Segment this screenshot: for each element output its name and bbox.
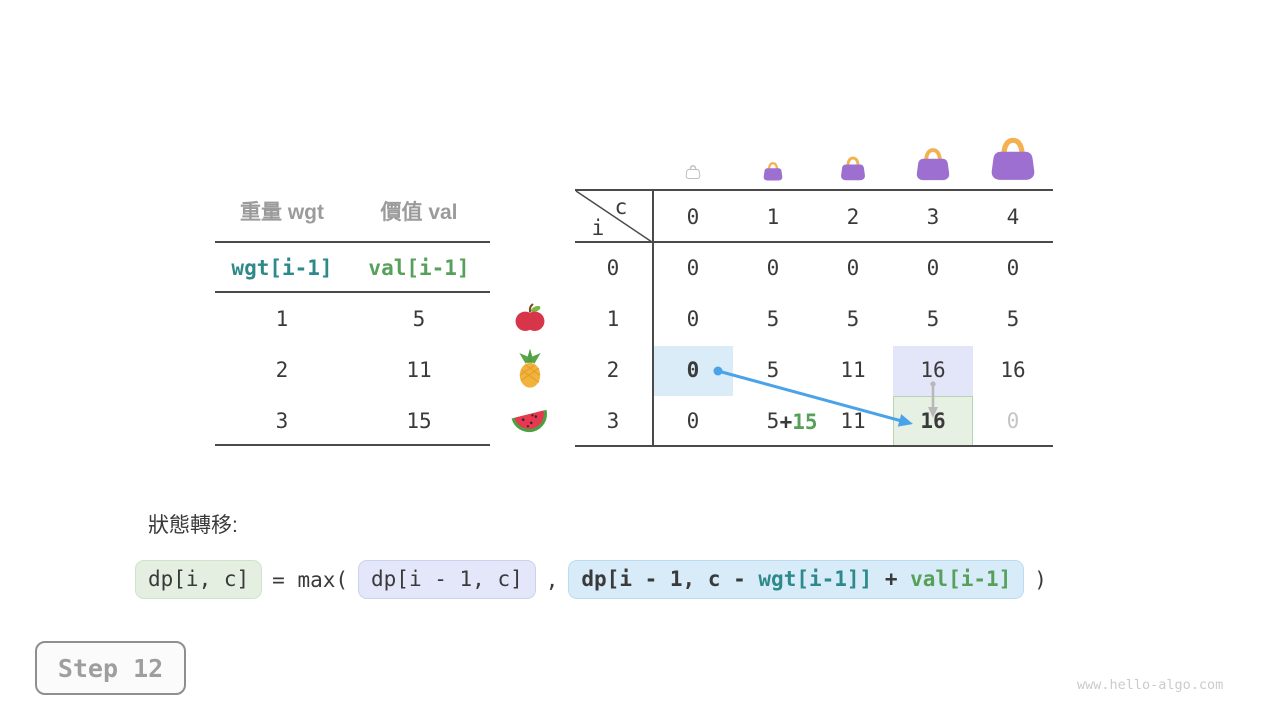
- dp-cell-r3c0: 0: [686, 409, 700, 433]
- formula-lhs-box: dp[i, c]: [135, 560, 263, 600]
- dp-col-header-0: 0: [686, 205, 700, 229]
- dp-row-label-2: 2: [606, 358, 620, 382]
- dp-cell-r3c4: 0: [1006, 409, 1020, 433]
- bag-icon-4: [991, 137, 1035, 180]
- formula-arg2-box: dp[i - 1, c - wgt[i-1]] + val[i-1]: [568, 560, 1025, 600]
- dp-row-label-0: 0: [606, 256, 620, 280]
- items-col-header-value: 價值 val: [380, 201, 458, 224]
- items-index-val: val[i-1]: [368, 256, 470, 280]
- dp-table-rule-vertical: [652, 190, 654, 447]
- dp-corner-col-var: c: [614, 195, 628, 219]
- dp-table-rule-header: [575, 241, 1053, 243]
- state-transition-label: 狀態轉移:: [148, 514, 238, 537]
- dp-cell-r0c2: 0: [846, 256, 860, 280]
- dp-cell-r0c1: 0: [766, 256, 780, 280]
- formula-close-paren: ): [1034, 567, 1047, 592]
- dp-cell-r1c0: 0: [686, 307, 700, 331]
- bag-icon-2: [841, 156, 865, 181]
- item-1-value: 5: [412, 307, 426, 331]
- dp-col-header-2: 2: [846, 205, 860, 229]
- apple-icon: [515, 303, 545, 332]
- dp-cell-r1c2: 5: [846, 307, 860, 331]
- dp-cell-r1c3: 5: [926, 307, 940, 331]
- dp-cell-r0c3: 0: [926, 256, 940, 280]
- dp-cell-r2c3: 16: [920, 358, 946, 382]
- dp-table-rule-bottom: [575, 445, 1053, 447]
- item-2-value: 11: [406, 358, 432, 382]
- formula-arg2-val: val[i-1]: [910, 567, 1012, 591]
- dp-cell-r2c4: 16: [1000, 358, 1026, 382]
- item-3-weight: 3: [275, 409, 289, 433]
- formula-arg2-plus: +: [872, 567, 911, 591]
- pineapple-icon: [519, 348, 541, 388]
- dp-cell-r3c2: 11: [840, 409, 866, 433]
- item-1-weight: 1: [275, 307, 289, 331]
- dp-col-header-1: 1: [766, 205, 780, 229]
- formula-arg2-wgt: wgt[i-1]]: [758, 567, 873, 591]
- dp-table-rule-top: [575, 189, 1053, 191]
- items-index-wgt: wgt[i-1]: [231, 256, 333, 280]
- dp-cell-r3c3: 16: [920, 409, 946, 433]
- dp-cell-r0c4: 0: [1006, 256, 1020, 280]
- annotation-value: 15: [792, 410, 818, 434]
- dp-col-header-3: 3: [926, 205, 940, 229]
- bag-icon-1: [763, 162, 783, 181]
- bag-icon-3: [916, 148, 950, 181]
- watermark: www.hello-algo.com: [1077, 677, 1224, 693]
- dp-row-label-3: 3: [606, 409, 620, 433]
- items-table-rule-mid: [215, 291, 490, 293]
- dp-col-header-4: 4: [1006, 205, 1020, 229]
- dp-row-label-1: 1: [606, 307, 620, 331]
- formula-arg2-prefix: dp[i - 1, c -: [581, 567, 759, 591]
- dp-formula: dp[i, c] = max( dp[i - 1, c] , dp[i - 1,…: [135, 560, 1047, 600]
- formula-operator: = max(: [272, 567, 349, 592]
- transition-add-annotation: +15: [729, 386, 818, 458]
- dp-cell-r0c0: 0: [686, 256, 700, 280]
- empty-bag-icon: [685, 165, 701, 179]
- dp-cell-r2c1: 5: [766, 358, 780, 382]
- dp-cell-r1c4: 5: [1006, 307, 1020, 331]
- items-col-header-weight: 重量 wgt: [240, 201, 324, 224]
- item-2-weight: 2: [275, 358, 289, 382]
- dp-corner-row-var: i: [591, 216, 605, 240]
- items-table-rule-top: [215, 241, 490, 243]
- dp-cell-r2c2: 11: [840, 358, 866, 382]
- items-table-rule-bottom: [215, 444, 490, 446]
- dp-cell-r1c1: 5: [766, 307, 780, 331]
- annotation-plus-sign: +: [779, 410, 793, 434]
- formula-arg1-box: dp[i - 1, c]: [358, 560, 536, 600]
- item-3-value: 15: [406, 409, 432, 433]
- formula-separator: ,: [545, 567, 559, 592]
- step-indicator: Step 12: [35, 641, 186, 695]
- dp-cell-r2c0: 0: [686, 358, 700, 382]
- watermelon-icon: [511, 409, 548, 433]
